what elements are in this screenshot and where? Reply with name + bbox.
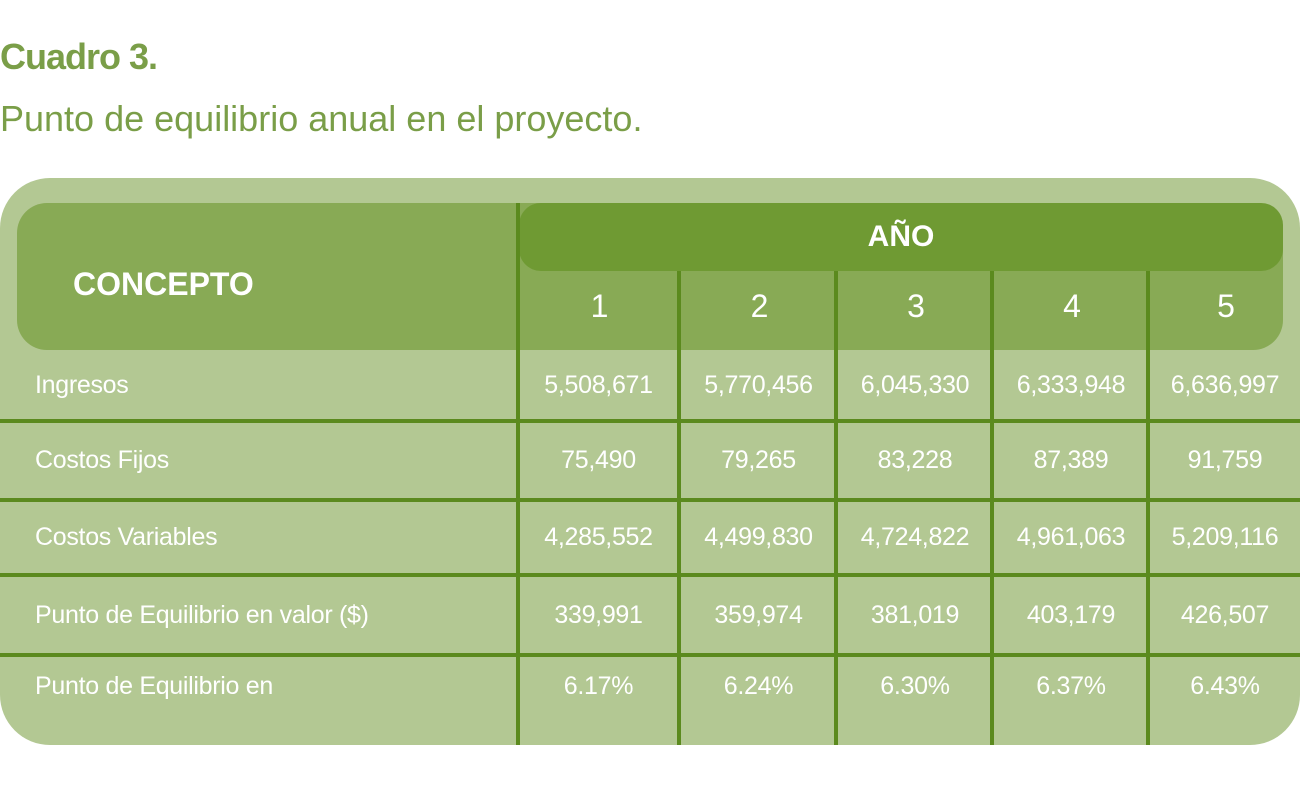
table-cell: 6,333,948 (1016, 371, 1126, 399)
table-cell: 4,285,552 (544, 523, 653, 551)
row-divider (0, 653, 1300, 657)
column-divider (834, 271, 838, 745)
row-divider (0, 573, 1300, 577)
table-cell: 91,759 (1187, 446, 1263, 474)
table-cell: 4,724,822 (860, 523, 970, 551)
column-divider (990, 271, 994, 745)
row-label: Ingresos (35, 371, 129, 399)
table-cell: 403,179 (1026, 600, 1116, 629)
row-label: Punto de Equilibrio en (35, 671, 274, 700)
table-cell: 6.30% (880, 671, 950, 700)
year-column-header: 1 (590, 288, 609, 324)
table-cell: 426,507 (1180, 600, 1270, 629)
row-label: Costos Fijos (35, 446, 169, 474)
table-cell: 87,389 (1033, 446, 1109, 474)
break-even-table: AÑO CONCEPTO 1 2 3 4 5 Ingresos 5,508,671 5,770… (0, 178, 1300, 745)
table-cell: 6.37% (1036, 671, 1106, 700)
row-divider (0, 419, 1300, 423)
table-cell: 6,636,997 (1170, 371, 1280, 399)
column-divider (516, 203, 520, 745)
year-column-header: 4 (1063, 288, 1081, 324)
table-cell: 359,974 (714, 600, 803, 629)
table-cell: 79,265 (721, 446, 796, 474)
year-column-header: 5 (1217, 288, 1235, 324)
table-cell: 4,499,830 (704, 523, 813, 551)
table-cell: 75,490 (561, 446, 636, 474)
concept-header: CONCEPTO (73, 266, 254, 302)
table-cell: 339,991 (554, 600, 643, 629)
table-cell: 6,045,330 (860, 371, 970, 399)
row-label: Costos Variables (35, 523, 218, 551)
table-caption-title: Punto de equilibrio anual en el proyecto… (0, 98, 643, 139)
column-divider (677, 271, 681, 745)
year-column-header: 2 (750, 288, 769, 324)
column-divider (1146, 271, 1150, 745)
table-cell: 381,019 (870, 600, 960, 629)
table-cell: 6.17% (563, 671, 634, 700)
table-cell: 83,228 (877, 446, 953, 474)
table-cell: 5,209,116 (1171, 523, 1279, 551)
table-cell: 5,770,456 (704, 371, 813, 399)
row-label: Punto de Equilibrio en valor ($) (35, 600, 369, 629)
table-cell: 5,508,671 (544, 371, 653, 399)
row-divider (0, 498, 1300, 502)
table-cell: 6.43% (1190, 671, 1260, 700)
year-column-header: 3 (907, 288, 925, 324)
year-header: AÑO (519, 203, 1283, 271)
table-cell: 4,961,063 (1016, 523, 1126, 551)
table-cell: 6.24% (723, 671, 794, 700)
table-caption-number: Cuadro 3. (0, 36, 158, 77)
